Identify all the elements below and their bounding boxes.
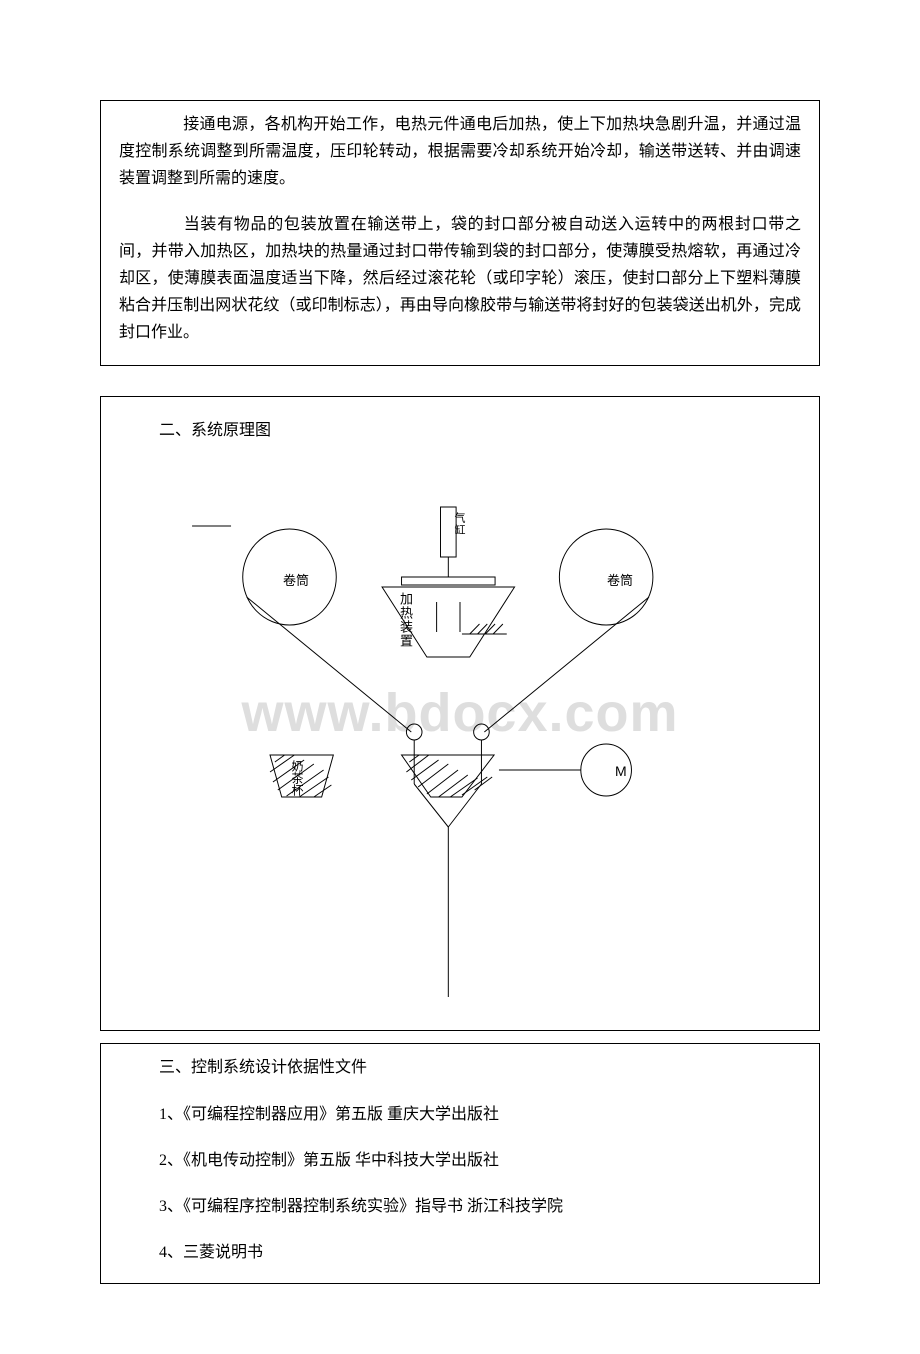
label-heater: 加热装置: [399, 592, 412, 648]
paragraph-1-text: 接通电源，各机构开始工作，电热元件通电后加热，使上下加热块急剧升温，并通过温度控…: [119, 116, 801, 187]
reference-item: 2、《机电传动控制》第五版 华中科技大学出版社: [159, 1149, 801, 1173]
section-3-title: 三、控制系统设计依据性文件: [159, 1054, 801, 1081]
paragraph-1: 接通电源，各机构开始工作，电热元件通电后加热，使上下加热块急剧升温，并通过温度控…: [119, 111, 801, 193]
label-roll-left: 卷筒: [283, 570, 309, 589]
diagram-svg: [119, 452, 801, 1012]
paragraph-2-text: 当装有物品的包装放置在输送带上，袋的封口部分被自动送入运转中的两根封口带之间，并…: [119, 216, 801, 342]
label-cup: 奶茶杯: [291, 760, 303, 796]
section-2-title: 二、系统原理图: [159, 417, 801, 444]
diagram-box: 二、系统原理图 www.bdocx.com 气缸 加热装置 卷筒 卷筒 奶茶杯 …: [100, 396, 820, 1031]
references-box: 三、控制系统设计依据性文件 1、《可编程控制器应用》第五版 重庆大学出版社 2、《…: [100, 1043, 820, 1284]
label-cylinder: 气缸: [453, 512, 464, 536]
references-list: 1、《可编程控制器应用》第五版 重庆大学出版社 2、《机电传动控制》第五版 华中科…: [159, 1103, 801, 1265]
system-diagram: www.bdocx.com 气缸 加热装置 卷筒 卷筒 奶茶杯 M: [119, 452, 801, 1012]
paragraph-box-1: 接通电源，各机构开始工作，电热元件通电后加热，使上下加热块急剧升温，并通过温度控…: [100, 100, 820, 366]
paragraph-2: 当装有物品的包装放置在输送带上，袋的封口部分被自动送入运转中的两根封口带之间，并…: [119, 211, 801, 347]
reference-item: 1、《可编程控制器应用》第五版 重庆大学出版社: [159, 1103, 801, 1127]
label-motor: M: [615, 763, 627, 779]
reference-item: 4、三菱说明书: [159, 1241, 801, 1265]
label-roll-right: 卷筒: [607, 570, 633, 589]
reference-item: 3、《可编程序控制器控制系统实验》指导书 浙江科技学院: [159, 1195, 801, 1219]
